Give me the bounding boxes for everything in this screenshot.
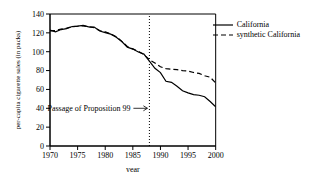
svg-text:1970: 1970	[42, 151, 58, 160]
svg-text:0: 0	[40, 142, 44, 151]
svg-text:1980: 1980	[97, 151, 113, 160]
svg-text:80: 80	[36, 66, 44, 75]
svg-text:1990: 1990	[152, 151, 168, 160]
svg-text:year: year	[126, 165, 140, 172]
html-text:California: California	[236, 20, 270, 29]
svg-text:1985: 1985	[125, 151, 141, 160]
svg-text:40: 40	[36, 104, 44, 113]
svg-text:100: 100	[32, 48, 44, 57]
svg-text:1975: 1975	[70, 151, 86, 160]
svg-text:20: 20	[36, 123, 44, 132]
svg-text:140: 140	[32, 10, 44, 19]
html-text:synthetic California: synthetic California	[236, 30, 300, 39]
svg-text:1995: 1995	[180, 151, 196, 160]
svg-text:per-capita cigarette sales (in: per-capita cigarette sales (in packs)	[14, 30, 22, 129]
svg-text:Passage of Proposition 99: Passage of Proposition 99	[48, 104, 131, 113]
svg-text:60: 60	[36, 85, 44, 94]
svg-text:2000: 2000	[208, 151, 224, 160]
svg-text:120: 120	[32, 29, 44, 38]
